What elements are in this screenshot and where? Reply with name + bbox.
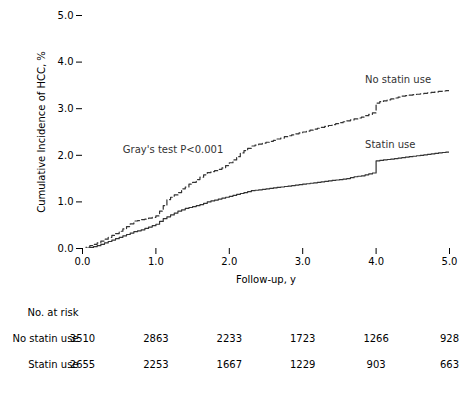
svg-text:Statin use: Statin use xyxy=(28,358,79,370)
svg-text:1667: 1667 xyxy=(217,359,242,370)
svg-text:0.0: 0.0 xyxy=(58,243,74,254)
svg-text:903: 903 xyxy=(367,359,386,370)
svg-text:3510: 3510 xyxy=(70,333,95,344)
svg-text:2863: 2863 xyxy=(143,333,168,344)
svg-text:928: 928 xyxy=(440,333,459,344)
svg-text:663: 663 xyxy=(440,359,459,370)
svg-text:Cumulative Incidence of HCC, %: Cumulative Incidence of HCC, % xyxy=(36,51,47,213)
svg-text:Follow-up, y: Follow-up, y xyxy=(236,274,296,285)
svg-text:4.0: 4.0 xyxy=(368,256,384,267)
svg-text:2233: 2233 xyxy=(217,333,242,344)
svg-text:1723: 1723 xyxy=(290,333,315,344)
svg-text:5.0: 5.0 xyxy=(442,256,458,267)
svg-text:5.0: 5.0 xyxy=(58,10,74,21)
svg-text:No. at risk: No. at risk xyxy=(28,307,79,318)
svg-text:2.0: 2.0 xyxy=(58,150,74,161)
svg-text:3.0: 3.0 xyxy=(58,103,74,114)
svg-text:4.0: 4.0 xyxy=(58,56,74,67)
svg-text:2.0: 2.0 xyxy=(221,256,237,267)
svg-text:1266: 1266 xyxy=(363,333,388,344)
svg-text:No statin use: No statin use xyxy=(13,333,79,344)
svg-text:1.0: 1.0 xyxy=(58,196,74,207)
svg-text:0.0: 0.0 xyxy=(75,256,91,267)
svg-text:2655: 2655 xyxy=(70,359,95,370)
svg-text:1.0: 1.0 xyxy=(148,256,164,267)
svg-text:1229: 1229 xyxy=(290,359,315,370)
svg-text:2253: 2253 xyxy=(143,359,168,370)
svg-text:No statin use: No statin use xyxy=(365,74,431,85)
svg-text:Statin use: Statin use xyxy=(365,139,415,150)
svg-text:3.0: 3.0 xyxy=(295,256,311,267)
svg-text:Gray's test P<0.001: Gray's test P<0.001 xyxy=(123,144,223,155)
